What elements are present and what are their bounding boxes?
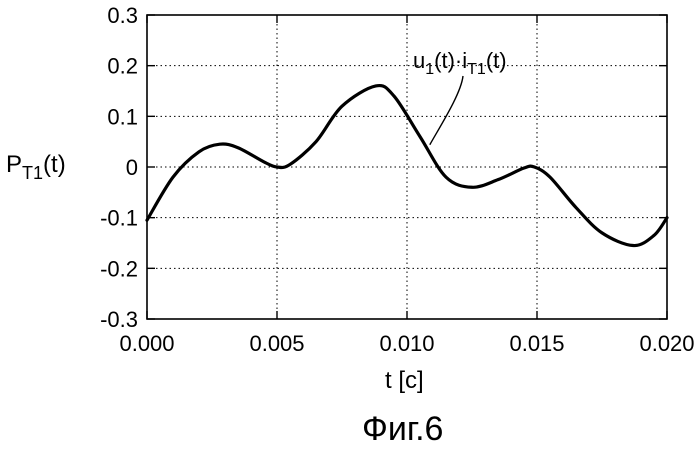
y-tick-label: -0.3 (100, 307, 138, 332)
x-tick-label: 0.010 (379, 331, 434, 356)
x-tick-label: 0.000 (119, 331, 174, 356)
y-axis-label: PT1(t) (6, 151, 66, 183)
grid (147, 15, 667, 319)
annotation-label: u1(t)·iT1(t) (413, 48, 507, 78)
y-tick-label: 0.2 (107, 54, 138, 79)
y-tick-label: -0.2 (100, 256, 138, 281)
y-tick-label: 0.1 (107, 104, 138, 129)
x-tick-label: 0.020 (639, 331, 694, 356)
y-tick-label: 0.3 (107, 3, 138, 28)
x-tick-labels: 0.000 0.005 0.010 0.015 0.020 (119, 331, 694, 356)
x-tick-label: 0.015 (509, 331, 564, 356)
x-axis-label: t [c] (385, 367, 424, 394)
x-tick-label: 0.005 (249, 331, 304, 356)
y-tick-labels: 0.3 0.2 0.1 0 -0.1 -0.2 -0.3 (100, 3, 138, 332)
annotation-leader (430, 76, 463, 145)
y-tick-label: -0.1 (100, 206, 138, 231)
y-tick-label: 0 (126, 155, 138, 180)
figure-caption: Фиг.6 (362, 410, 443, 448)
